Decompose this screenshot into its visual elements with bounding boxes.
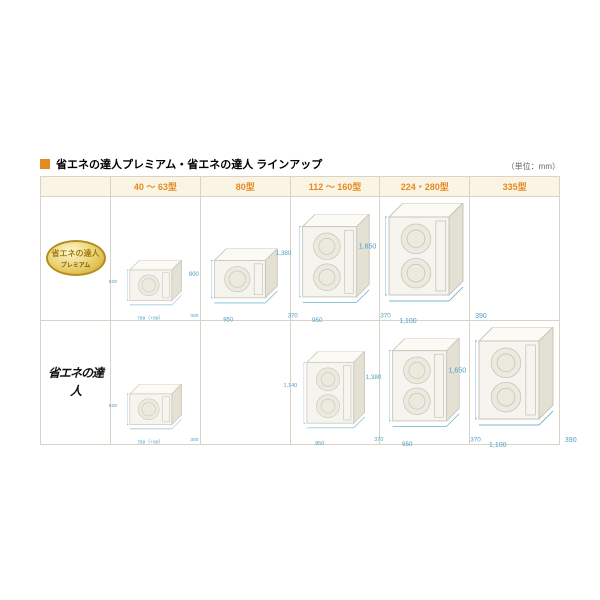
dim-depth: 370 [470, 437, 481, 443]
dim-depth: 370 [374, 437, 383, 442]
unit-cell: 629 799（+99） 300 [111, 320, 201, 444]
col-header: 80型 [200, 176, 290, 196]
unit-cell: 1,140 950 370 [290, 320, 380, 444]
dim-width: 1,100 [399, 318, 417, 325]
col-header: 224・280型 [380, 176, 470, 196]
unit-cell: 800 950 370 [200, 196, 290, 320]
dim-width: 799（+99） [137, 438, 163, 445]
dim-height: 1,380 [276, 250, 292, 256]
title-bullet-icon [40, 159, 50, 169]
dim-height: 1,650 [449, 367, 467, 374]
dim-height: 629 [109, 279, 117, 284]
dim-width: 950 [315, 441, 324, 446]
header-row: 40 ～ 63型 80型 112 ～ 160型 224・280型 335型 [41, 176, 560, 196]
dim-depth: 300 [191, 313, 199, 318]
standard-label: 省エネの達人 [48, 366, 103, 398]
col-header: 335型 [470, 176, 560, 196]
dim-height: 1,650 [359, 243, 377, 250]
dim-height: 800 [189, 271, 199, 277]
dim-depth: 300 [191, 437, 199, 442]
unit-cell: 1,380 950 370 [290, 196, 380, 320]
dim-height: 1,380 [365, 374, 381, 380]
col-header: 40 ～ 63型 [111, 176, 201, 196]
col-header: 112 ～ 160型 [290, 176, 380, 196]
dim-depth: 390 [475, 313, 487, 320]
premium-badge-icon: 省エネの達人プレミアム [46, 240, 106, 276]
dim-width: 950 [312, 317, 323, 323]
dim-width: 1,100 [489, 442, 507, 449]
dim-height: 629 [109, 403, 117, 408]
dim-depth: 390 [565, 437, 577, 444]
lineup-table: 40 ～ 63型 80型 112 ～ 160型 224・280型 335型 省エ… [40, 176, 560, 445]
unit-cell: 1,650 1,100 390 [470, 320, 560, 444]
unit-cell: 1,380 950 370 [380, 320, 470, 444]
row-label-standard: 省エネの達人 [41, 320, 111, 444]
dim-height: 1,140 [284, 383, 298, 388]
unit-cell: 1,650 1,100 390 [380, 196, 470, 320]
title-row: 省エネの達人プレミアム・省エネの達人 ラインアップ （単位：mm） [40, 156, 560, 172]
unit-note: （単位：mm） [507, 161, 560, 172]
row-label-premium: 省エネの達人プレミアム [41, 196, 111, 320]
lineup-frame: 省エネの達人プレミアム・省エネの達人 ラインアップ （単位：mm） 40 ～ 6… [20, 146, 580, 455]
dim-width: 950 [223, 317, 233, 323]
unit-cell: 629 799（+99） 300 [111, 196, 201, 320]
title-text: 省エネの達人プレミアム・省エネの達人 ラインアップ [56, 156, 322, 172]
dim-width: 950 [402, 441, 413, 447]
table-row: 省エネの達人プレミアム 629 799（+99） 300 [41, 196, 560, 320]
dim-width: 799（+99） [137, 314, 163, 321]
table-row: 省エネの達人 629 799（+99） 300 [41, 320, 560, 444]
dim-depth: 370 [380, 313, 391, 319]
dim-depth: 370 [288, 313, 298, 319]
empty-cell [470, 196, 560, 320]
empty-cell [200, 320, 290, 444]
